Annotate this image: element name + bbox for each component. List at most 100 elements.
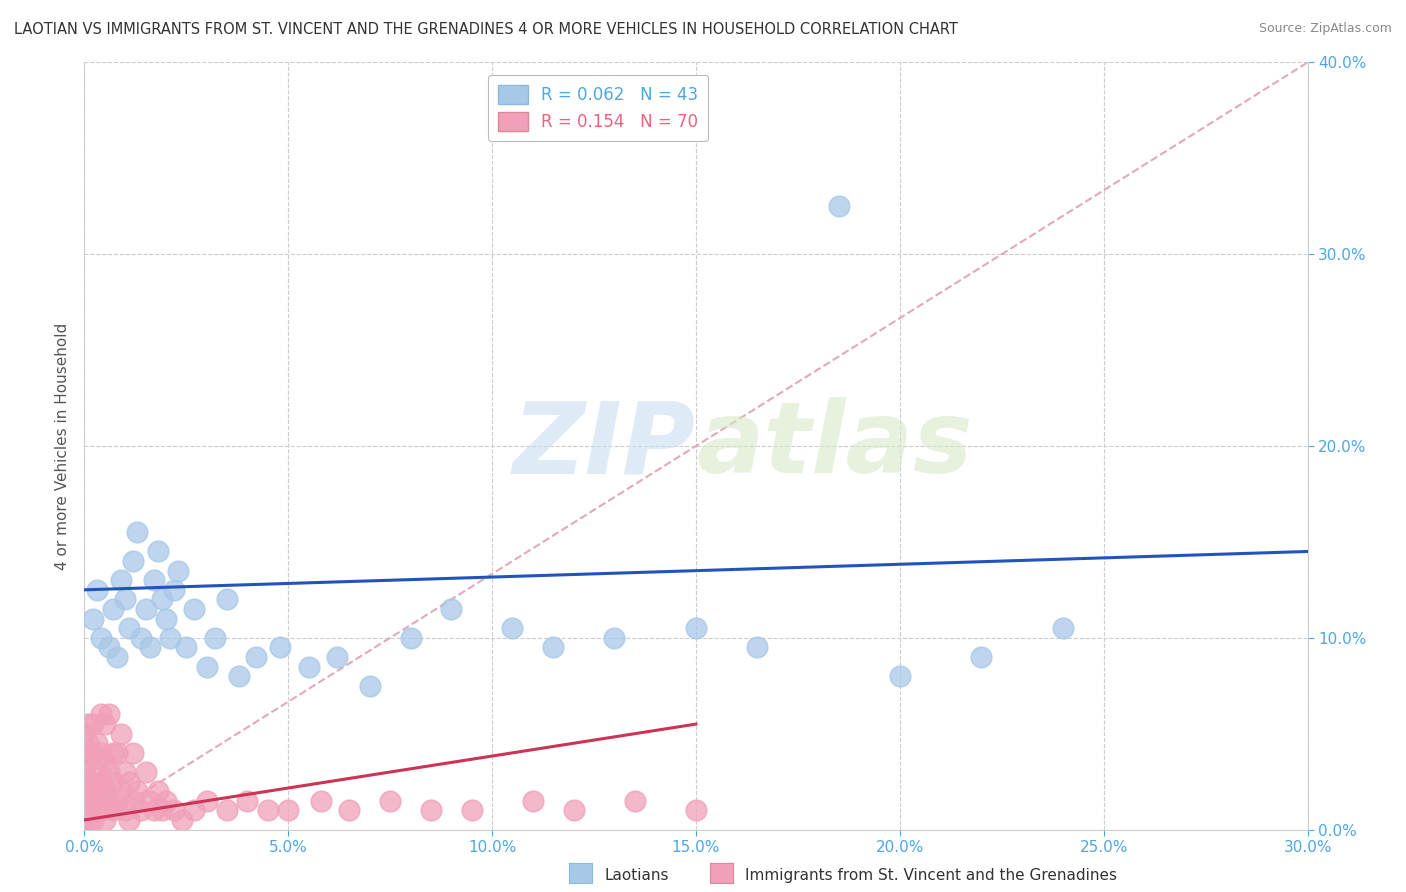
Point — [146, 784, 169, 798]
Point — [502, 621, 524, 635]
Point — [127, 525, 149, 540]
Text: Immigrants from St. Vincent and the Grenadines: Immigrants from St. Vincent and the Gren… — [745, 869, 1118, 883]
Point — [624, 794, 647, 808]
Point — [167, 564, 190, 578]
Point — [195, 659, 218, 673]
Point — [269, 640, 291, 655]
Point — [298, 659, 321, 673]
Point — [73, 765, 96, 780]
Point — [82, 794, 104, 808]
Point — [101, 774, 124, 789]
Point — [97, 765, 120, 780]
Point — [685, 621, 707, 635]
Point — [236, 794, 259, 808]
Point — [1052, 621, 1074, 635]
Point — [110, 784, 132, 798]
Point — [90, 631, 112, 645]
Point — [174, 640, 197, 655]
Point — [135, 765, 157, 780]
Point — [163, 804, 186, 818]
Point — [970, 649, 993, 664]
Point — [90, 774, 112, 789]
Point — [277, 804, 299, 818]
Point — [204, 631, 226, 645]
Text: Source: ZipAtlas.com: Source: ZipAtlas.com — [1258, 22, 1392, 36]
Point — [339, 804, 361, 818]
Point — [309, 794, 332, 808]
Point — [399, 631, 422, 645]
Legend: R = 0.062   N = 43, R = 0.154   N = 70: R = 0.062 N = 43, R = 0.154 N = 70 — [488, 75, 709, 142]
Point — [82, 774, 104, 789]
Point — [131, 631, 153, 645]
Point — [86, 784, 108, 798]
Point — [747, 640, 769, 655]
Point — [101, 602, 124, 616]
Point — [97, 707, 120, 722]
Point — [93, 717, 115, 731]
Point — [93, 784, 115, 798]
Point — [440, 602, 463, 616]
Point — [217, 804, 239, 818]
Point — [150, 592, 173, 607]
Point — [105, 746, 128, 760]
Point — [77, 717, 100, 731]
Point — [82, 717, 104, 731]
Point — [82, 612, 104, 626]
Point — [105, 649, 128, 664]
Point — [150, 804, 173, 818]
Point — [461, 804, 484, 818]
Point — [110, 574, 132, 588]
Point — [183, 804, 205, 818]
Point — [93, 813, 115, 827]
Point — [522, 794, 544, 808]
Point — [889, 669, 911, 683]
Point — [90, 707, 112, 722]
Point — [118, 621, 141, 635]
Point — [122, 554, 145, 568]
Point — [73, 726, 96, 740]
Point — [142, 574, 165, 588]
Point — [110, 726, 132, 740]
Point — [257, 804, 280, 818]
Point — [138, 794, 160, 808]
Point — [562, 804, 585, 818]
Point — [118, 774, 141, 789]
Point — [146, 544, 169, 558]
Point — [90, 746, 112, 760]
Point — [77, 736, 100, 750]
Point — [163, 582, 186, 597]
Point — [172, 813, 194, 827]
Point — [90, 804, 112, 818]
Point — [228, 669, 250, 683]
Point — [86, 582, 108, 597]
Text: Laotians: Laotians — [605, 869, 669, 883]
Point — [135, 602, 157, 616]
Point — [122, 746, 145, 760]
Point — [142, 804, 165, 818]
Point — [73, 804, 96, 818]
Point — [195, 794, 218, 808]
Y-axis label: 4 or more Vehicles in Household: 4 or more Vehicles in Household — [55, 322, 70, 570]
Text: ZIP: ZIP — [513, 398, 696, 494]
Point — [118, 813, 141, 827]
Point — [73, 746, 96, 760]
Point — [131, 804, 153, 818]
Point — [86, 804, 108, 818]
Point — [77, 822, 100, 837]
Point — [245, 649, 267, 664]
Point — [105, 794, 128, 808]
Text: LAOTIAN VS IMMIGRANTS FROM ST. VINCENT AND THE GRENADINES 4 OR MORE VEHICLES IN : LAOTIAN VS IMMIGRANTS FROM ST. VINCENT A… — [14, 22, 957, 37]
Point — [73, 822, 96, 837]
Point — [127, 784, 149, 798]
Point — [73, 784, 96, 798]
Point — [97, 794, 120, 808]
Point — [82, 813, 104, 827]
Point — [101, 746, 124, 760]
Point — [77, 774, 100, 789]
Point — [603, 631, 626, 645]
Point — [543, 640, 565, 655]
Point — [159, 631, 181, 645]
Point — [359, 679, 381, 693]
Point — [828, 199, 851, 213]
Point — [114, 804, 136, 818]
